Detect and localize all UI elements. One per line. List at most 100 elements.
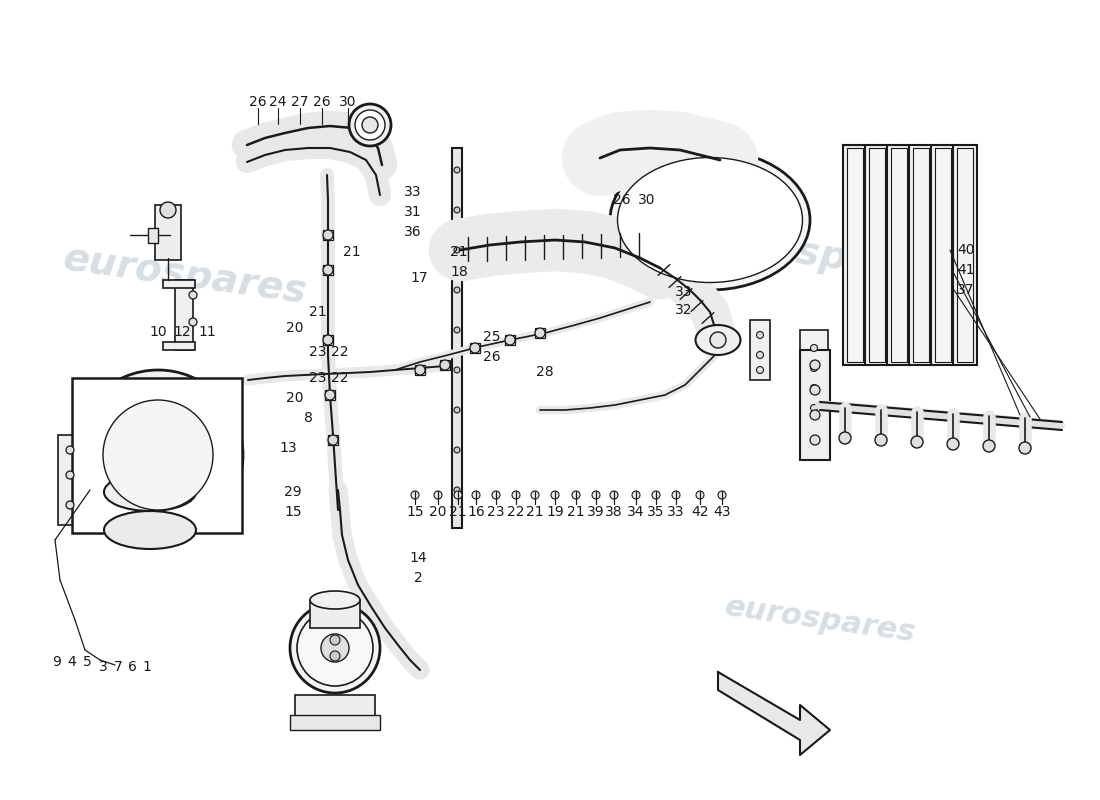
Bar xyxy=(505,335,515,345)
Text: 9: 9 xyxy=(53,655,62,669)
Circle shape xyxy=(330,651,340,661)
Circle shape xyxy=(189,291,197,299)
Bar xyxy=(328,435,338,445)
Circle shape xyxy=(632,491,640,499)
Bar xyxy=(887,145,911,365)
Bar xyxy=(847,148,864,362)
Ellipse shape xyxy=(104,473,196,511)
Text: eurospares: eurospares xyxy=(60,239,309,311)
Bar xyxy=(104,492,196,530)
Polygon shape xyxy=(718,672,830,755)
Bar xyxy=(175,280,192,350)
Bar xyxy=(440,360,450,370)
Circle shape xyxy=(323,230,333,240)
Text: 20: 20 xyxy=(286,391,304,405)
Text: 34: 34 xyxy=(627,505,645,519)
Circle shape xyxy=(330,635,340,645)
Circle shape xyxy=(810,360,820,370)
Text: 21: 21 xyxy=(450,245,468,259)
Ellipse shape xyxy=(355,110,385,140)
Circle shape xyxy=(551,491,559,499)
Circle shape xyxy=(811,385,817,391)
Text: 8: 8 xyxy=(304,411,312,425)
Text: 15: 15 xyxy=(406,505,424,519)
Bar xyxy=(58,435,82,525)
Text: 21: 21 xyxy=(526,505,543,519)
Circle shape xyxy=(811,365,817,371)
Bar xyxy=(957,148,974,362)
Circle shape xyxy=(324,390,336,400)
Text: 26: 26 xyxy=(314,95,331,109)
Text: 32: 32 xyxy=(675,303,693,317)
Circle shape xyxy=(811,345,817,351)
Bar xyxy=(452,148,462,528)
Circle shape xyxy=(189,318,197,326)
Bar xyxy=(323,265,333,275)
Bar xyxy=(72,378,242,533)
Circle shape xyxy=(512,491,520,499)
Circle shape xyxy=(535,328,544,338)
Circle shape xyxy=(103,400,213,510)
Circle shape xyxy=(983,440,996,452)
Text: 37: 37 xyxy=(957,283,975,297)
Circle shape xyxy=(911,436,923,448)
Circle shape xyxy=(160,202,176,218)
Circle shape xyxy=(434,491,442,499)
Circle shape xyxy=(718,491,726,499)
Text: 23: 23 xyxy=(309,371,327,385)
Bar xyxy=(323,335,333,345)
Ellipse shape xyxy=(104,511,196,549)
Text: 10: 10 xyxy=(150,325,167,339)
Circle shape xyxy=(321,634,349,662)
Text: 30: 30 xyxy=(339,95,356,109)
Text: 26: 26 xyxy=(483,350,500,364)
Ellipse shape xyxy=(297,610,373,686)
Text: 30: 30 xyxy=(638,193,656,207)
Circle shape xyxy=(610,491,618,499)
Bar xyxy=(865,145,889,365)
Text: 33: 33 xyxy=(675,285,693,299)
Text: 40: 40 xyxy=(957,243,975,257)
Text: 43: 43 xyxy=(713,505,730,519)
Text: 29: 29 xyxy=(284,485,301,499)
Bar xyxy=(869,148,886,362)
Circle shape xyxy=(454,491,462,499)
Text: 26: 26 xyxy=(250,95,267,109)
Circle shape xyxy=(810,385,820,395)
Bar xyxy=(535,328,544,338)
Text: 24: 24 xyxy=(270,95,287,109)
Circle shape xyxy=(411,491,419,499)
Text: 11: 11 xyxy=(198,325,216,339)
Text: 38: 38 xyxy=(605,505,623,519)
Text: 42: 42 xyxy=(691,505,708,519)
Bar xyxy=(163,342,195,350)
Text: 7: 7 xyxy=(113,660,122,674)
Bar xyxy=(800,350,830,460)
Circle shape xyxy=(947,438,959,450)
Text: 22: 22 xyxy=(331,371,349,385)
Text: 22: 22 xyxy=(507,505,525,519)
Circle shape xyxy=(592,491,600,499)
Text: 20: 20 xyxy=(429,505,447,519)
Circle shape xyxy=(454,287,460,293)
Ellipse shape xyxy=(610,150,810,290)
Circle shape xyxy=(710,332,726,348)
Text: 4: 4 xyxy=(67,655,76,669)
Circle shape xyxy=(672,491,680,499)
Text: 14: 14 xyxy=(409,551,427,565)
Bar xyxy=(800,330,828,420)
Text: 33: 33 xyxy=(404,185,421,199)
Ellipse shape xyxy=(310,591,360,609)
Text: 23: 23 xyxy=(309,345,327,359)
Bar xyxy=(415,365,425,375)
Text: 28: 28 xyxy=(536,365,553,379)
Bar xyxy=(931,145,955,365)
Text: 39: 39 xyxy=(587,505,605,519)
Text: 41: 41 xyxy=(957,263,975,277)
Circle shape xyxy=(492,491,500,499)
Bar xyxy=(155,205,182,260)
Text: 21: 21 xyxy=(309,305,327,319)
Text: 21: 21 xyxy=(568,505,585,519)
Text: 25: 25 xyxy=(483,330,500,344)
Circle shape xyxy=(454,367,460,373)
